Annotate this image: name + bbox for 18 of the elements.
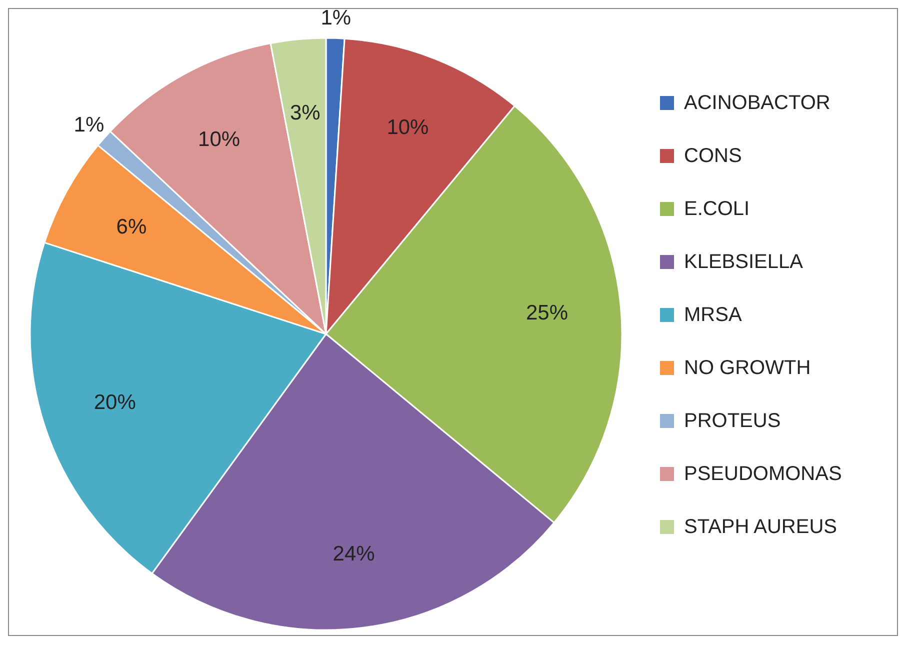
data-label: 20% bbox=[94, 391, 136, 414]
data-label: 3% bbox=[290, 101, 320, 124]
legend-label: PROTEUS bbox=[684, 410, 781, 432]
data-label: 1% bbox=[320, 6, 352, 30]
legend-label: KLEBSIELLA bbox=[684, 251, 804, 273]
data-label: 25% bbox=[526, 302, 568, 325]
data-label: 10% bbox=[386, 116, 429, 140]
legend-label: CONS bbox=[684, 145, 742, 167]
legend-label: E.COLI bbox=[684, 198, 750, 220]
data-label: 10% bbox=[198, 128, 240, 151]
data-label: 24% bbox=[332, 542, 375, 566]
legend-label: ACINOBACTOR bbox=[684, 92, 830, 114]
legend-label: MRSA bbox=[684, 304, 742, 326]
data-label: 1% bbox=[74, 114, 104, 137]
data-label: 6% bbox=[116, 216, 147, 239]
legend-label: NO GROWTH bbox=[684, 357, 811, 379]
legend-label: PSEUDOMONAS bbox=[684, 463, 842, 485]
legend-label: STAPH AUREUS bbox=[684, 516, 837, 538]
